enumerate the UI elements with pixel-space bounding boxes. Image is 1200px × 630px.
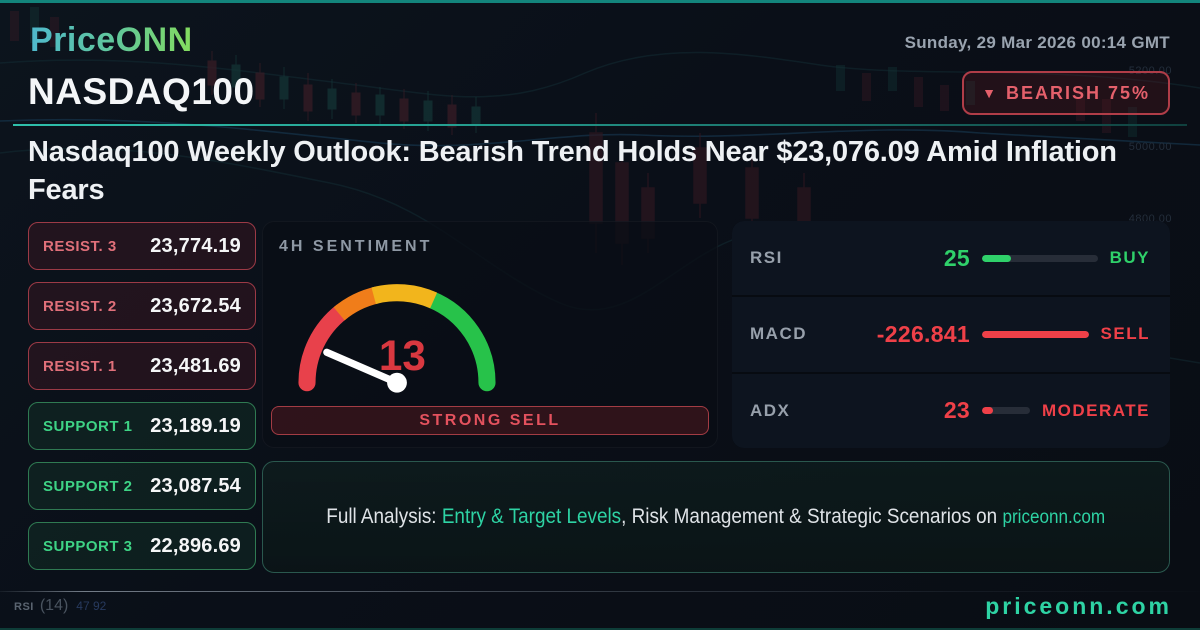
- level-label: SUPPORT 2: [43, 477, 133, 495]
- support-3-box: SUPPORT 3 22,896.69: [28, 522, 256, 570]
- bg-rsi-indicator-label: RSI (14) 47 92: [14, 597, 106, 615]
- sentiment-title: 4H SENTIMENT: [279, 238, 433, 255]
- sentiment-gauge: 13: [298, 284, 496, 393]
- level-label: SUPPORT 1: [43, 417, 133, 435]
- level-value: 22,896.69: [150, 534, 241, 557]
- cta-site-link[interactable]: priceonn.com: [1002, 507, 1106, 528]
- bg-rsi-values: 47 92: [76, 599, 107, 613]
- cta-text: Full Analysis: Entry & Target Levels, Ri…: [327, 505, 1106, 529]
- support-2-box: SUPPORT 2 23,087.54: [28, 462, 256, 510]
- sentiment-panel: 4H SENTIMENT 13 STRONG SELL: [262, 221, 718, 448]
- indicator-bar-fill: [982, 254, 1011, 262]
- indicator-row-macd: MACD -226.841 SELL: [732, 297, 1170, 372]
- level-value: 23,774.19: [150, 234, 241, 257]
- levels-column: RESIST. 3 23,774.19 RESIST. 2 23,672.54 …: [28, 222, 256, 570]
- indicator-name: MACD: [750, 324, 807, 344]
- indicator-name: RSI: [750, 248, 783, 268]
- indicator-bar: [982, 254, 1098, 262]
- indicator-value: 25: [943, 244, 970, 271]
- indicator-name: ADX: [750, 400, 791, 420]
- page-title-symbol: NASDAQ100: [28, 71, 255, 112]
- indicator-value: -226.841: [876, 320, 970, 347]
- bearish-badge-label: BEARISH 75%: [1005, 82, 1150, 103]
- timestamp: Sunday, 29 Mar 2026 00:14 GMT: [904, 33, 1170, 52]
- bearish-badge: ▼ BEARISH 75%: [962, 71, 1170, 115]
- cta-middle: , Risk Management & Strategic Scenarios …: [621, 505, 1003, 528]
- bg-rsi-text: RSI: [14, 601, 34, 613]
- level-label: RESIST. 3: [43, 237, 117, 255]
- indicator-row-rsi: RSI 25 BUY: [732, 221, 1170, 296]
- headline: Nasdaq100 Weekly Outlook: Bearish Trend …: [28, 136, 1117, 206]
- footer-site-link[interactable]: priceonn.com: [985, 593, 1172, 619]
- level-value: 23,481.69: [150, 354, 241, 377]
- support-1-box: SUPPORT 1 23,189.19: [28, 402, 256, 450]
- indicator-bar: [982, 330, 1089, 338]
- resistance-2-box: RESIST. 2 23,672.54: [28, 282, 256, 330]
- cta-prefix: Full Analysis:: [326, 505, 443, 528]
- level-value: 23,189.19: [150, 414, 241, 437]
- gauge-hub: [387, 372, 407, 393]
- cta-link-entry-target-levels[interactable]: Entry & Target Levels: [442, 505, 622, 528]
- sentiment-signal-button: STRONG SELL: [271, 406, 709, 435]
- indicator-signal: SELL: [1100, 324, 1150, 344]
- level-value: 23,672.54: [150, 294, 241, 317]
- resistance-1-box: RESIST. 1 23,481.69: [28, 342, 256, 390]
- gauge-value: 13: [379, 332, 426, 379]
- indicator-value: 23: [943, 397, 970, 424]
- resistance-3-box: RESIST. 3 23,774.19: [28, 222, 256, 270]
- indicator-bar: [982, 407, 1030, 415]
- level-label: RESIST. 1: [43, 357, 117, 375]
- level-value: 23,087.54: [150, 474, 241, 497]
- indicator-signal: MODERATE: [1041, 400, 1150, 420]
- gauge-needle: [323, 348, 401, 387]
- indicator-bar-fill: [982, 407, 993, 415]
- bg-price-label: 5000.00: [1128, 141, 1172, 153]
- brand-logo: PriceONN: [30, 21, 193, 59]
- level-label: SUPPORT 3: [43, 537, 133, 555]
- footer-divider: [0, 591, 1200, 592]
- cta-panel: Full Analysis: Entry & Target Levels, Ri…: [262, 461, 1170, 573]
- indicator-bar-fill: [982, 330, 1089, 338]
- indicator-signal: BUY: [1109, 248, 1150, 268]
- indicators-panel: RSI 25 BUY MACD -226.841 SELL ADX 23 MOD…: [732, 221, 1170, 448]
- teal-divider: [13, 124, 1187, 126]
- indicator-row-adx: ADX 23 MODERATE: [732, 373, 1170, 448]
- level-label: RESIST. 2: [43, 297, 117, 315]
- down-triangle-icon: ▼: [982, 85, 996, 101]
- bg-rsi-param: (14): [39, 597, 69, 614]
